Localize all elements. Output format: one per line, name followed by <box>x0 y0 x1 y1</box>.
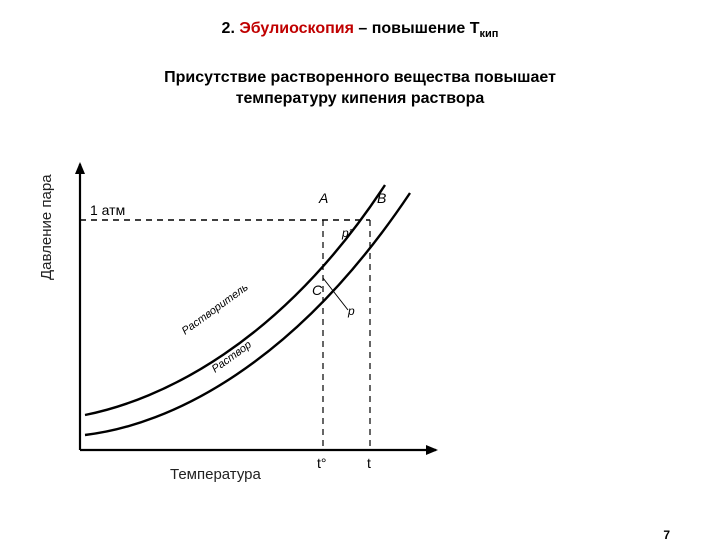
svg-text:p°: p° <box>341 226 354 240</box>
svg-text:1 атм: 1 атм <box>90 202 125 218</box>
chart-svg: 1 атм РастворительРаствор A B Cp° p t° t <box>40 155 460 495</box>
svg-text:B: B <box>377 190 386 206</box>
title-prefix: 2. <box>222 20 240 37</box>
subtitle: Присутствие растворенного вещества повыш… <box>0 68 720 110</box>
title-sub: кип <box>480 28 499 40</box>
page-title: 2. Эбулиоскопия – повышение Ткип <box>0 20 720 40</box>
svg-text:Раствор: Раствор <box>210 339 254 376</box>
svg-text:C: C <box>312 282 323 298</box>
ebullioscopy-chart: 1 атм РастворительРаствор A B Cp° p t° t <box>40 155 460 495</box>
title-rest: – повышение Т <box>354 20 480 37</box>
title-term: Эбулиоскопия <box>239 20 354 37</box>
svg-text:p: p <box>347 304 355 318</box>
subtitle-line1: Присутствие растворенного вещества повыш… <box>0 68 720 89</box>
svg-text:t: t <box>367 455 371 471</box>
svg-text:t°: t° <box>317 455 327 471</box>
svg-text:Растворитель: Растворитель <box>180 281 251 337</box>
subtitle-line2: температуру кипения раствора <box>0 89 720 110</box>
svg-text:A: A <box>318 190 328 206</box>
